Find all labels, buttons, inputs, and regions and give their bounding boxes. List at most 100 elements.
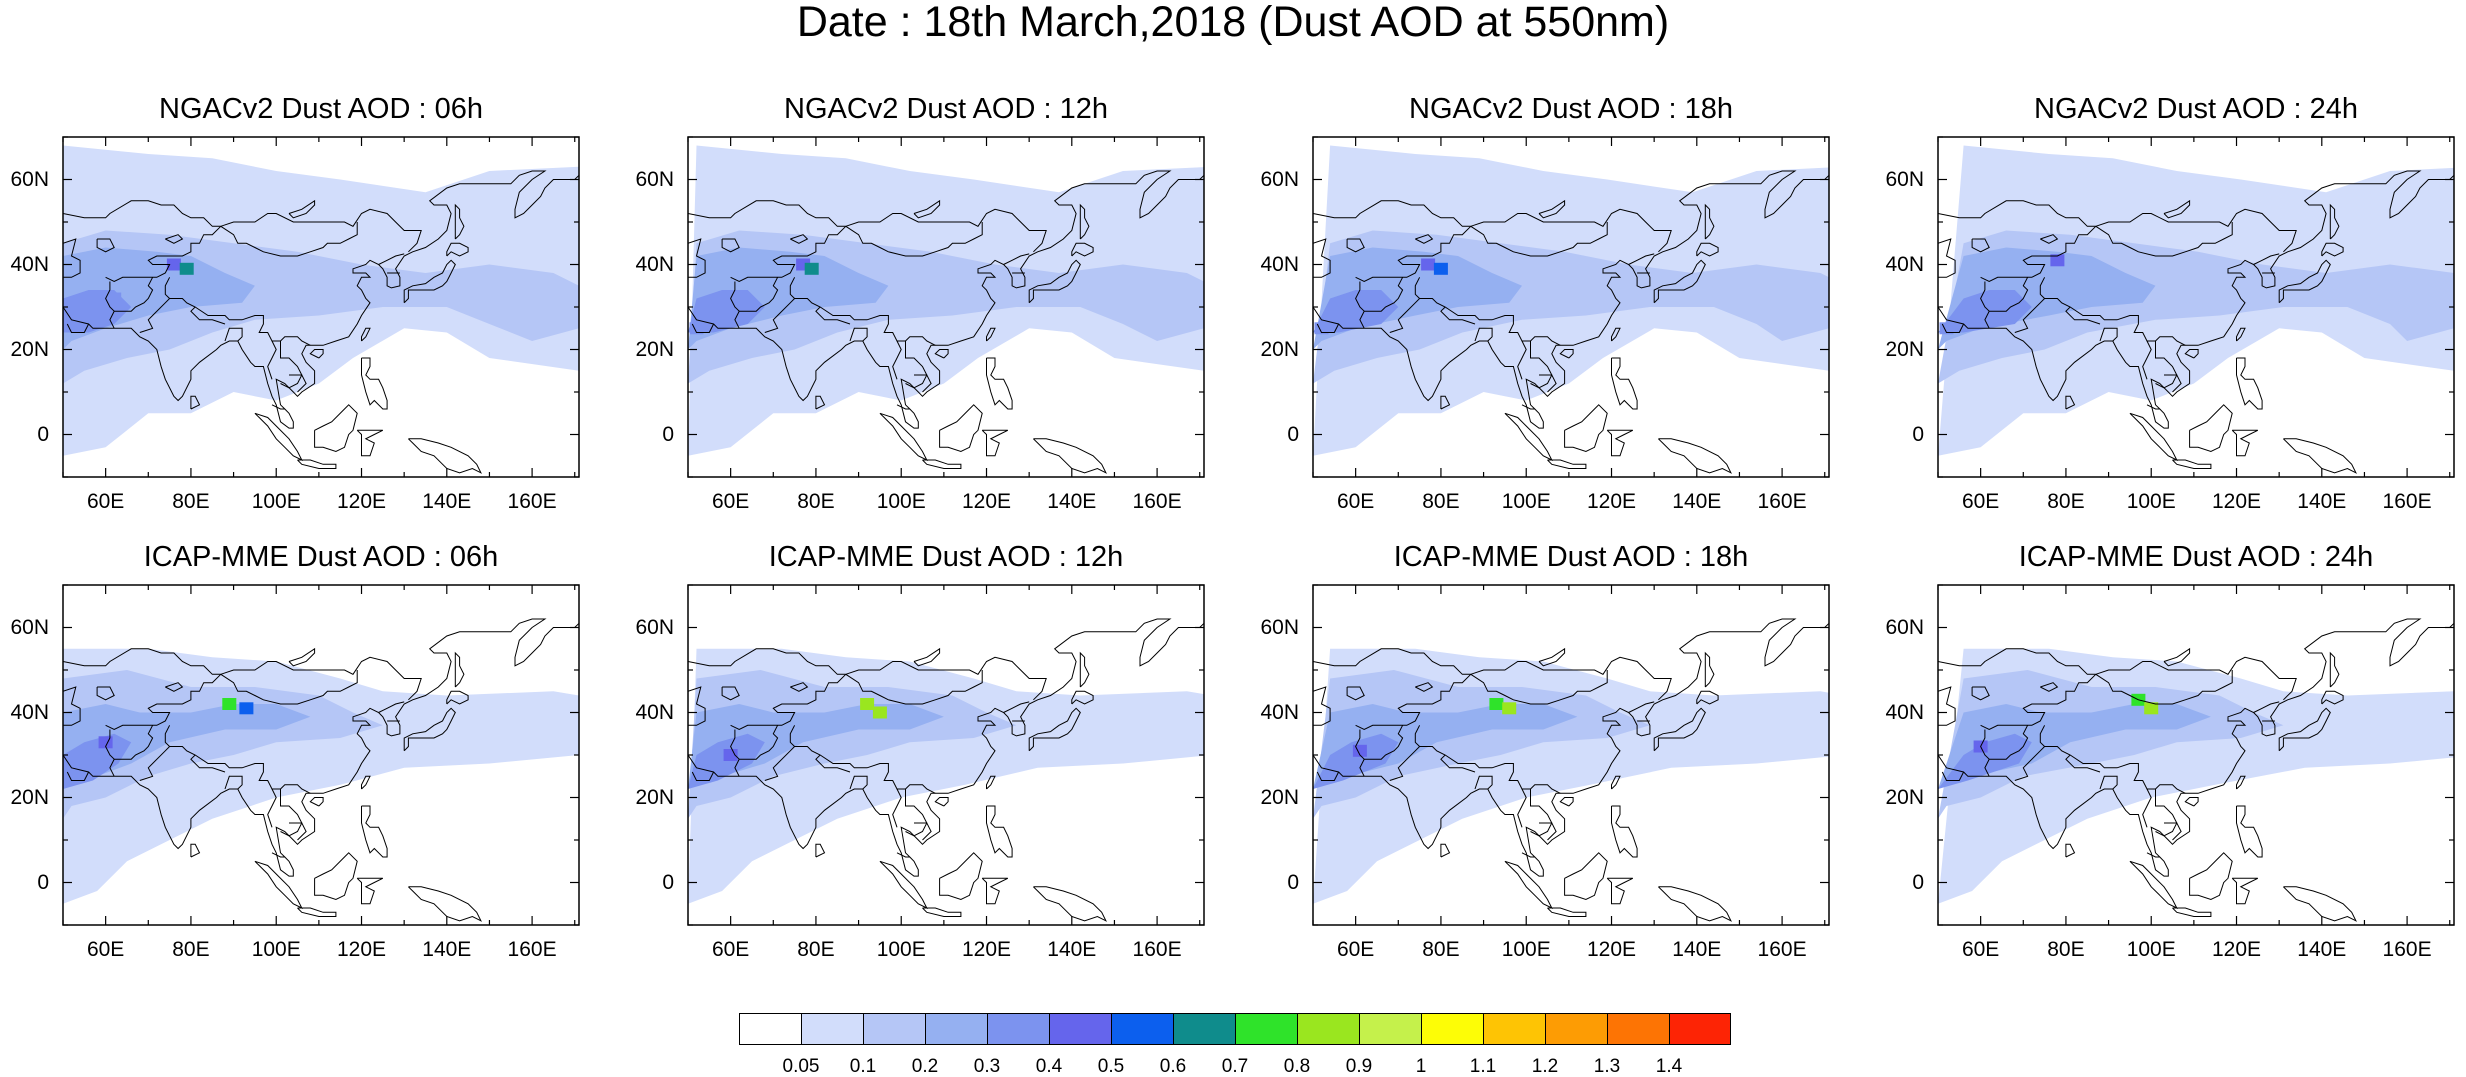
coastline [309, 349, 324, 359]
coastline [356, 429, 384, 457]
coastline [688, 200, 1047, 253]
dust-field [63, 670, 383, 819]
coastline [280, 341, 303, 389]
coastline [403, 259, 456, 304]
coastline [1521, 404, 1535, 410]
coastline [66, 323, 90, 333]
coastline [2146, 404, 2160, 410]
coastline [224, 327, 243, 342]
lon-tick-label: 80E [1422, 938, 1460, 961]
coastline [2155, 341, 2178, 389]
aod-hotspot [872, 706, 887, 719]
lon-tick-label: 100E [251, 490, 301, 513]
colorbar-swatch [863, 1013, 925, 1045]
coastline [2099, 327, 2118, 342]
panel-title: NGACv2 Dust AOD : 06h [159, 93, 483, 125]
coastline [1355, 225, 1472, 283]
coastline [922, 459, 962, 469]
coastline [1313, 170, 1829, 429]
coastline [790, 234, 809, 244]
coastline [913, 647, 941, 667]
colorbar-swatch [801, 1013, 863, 1045]
coastline [1474, 775, 1493, 790]
coastline [939, 404, 983, 453]
coastline [986, 775, 996, 790]
lat-tick-label: 0 [662, 422, 674, 446]
colorbar-label: 1.2 [1531, 1056, 1559, 1077]
lon-tick-label: 160E [2382, 490, 2432, 513]
coastline [1440, 754, 1476, 773]
lat-tick-label: 20N [1260, 337, 1299, 361]
coastline [271, 852, 285, 858]
coastline [892, 788, 902, 828]
coastline [1028, 259, 1081, 304]
coastline [896, 852, 910, 858]
coastline [288, 199, 316, 219]
coastline [1653, 259, 1706, 304]
lon-tick-label: 60E [86, 938, 125, 961]
coastline [408, 438, 483, 474]
lon-tick-label: 100E [2126, 938, 2176, 961]
coastline [1606, 877, 1634, 905]
coastline [446, 690, 469, 705]
coastline [1389, 277, 1421, 333]
lat-tick-label: 0 [1287, 422, 1299, 446]
coastline [2163, 647, 2191, 667]
coastline [2278, 707, 2331, 752]
colorbar-label: 0.7 [1221, 1056, 1249, 1077]
coastline [96, 686, 115, 701]
lon-tick-label: 80E [2047, 938, 2085, 961]
coastline [1971, 686, 1990, 701]
coastline [1355, 281, 1365, 329]
coastline [1504, 860, 1553, 910]
colorbar-label: 0.4 [1035, 1056, 1063, 1077]
coastline [220, 670, 358, 705]
coastline [879, 412, 928, 462]
coastline [2099, 775, 2118, 790]
coastline [378, 253, 405, 265]
lat-tick-label: 60N [10, 615, 49, 639]
coastline [1530, 341, 1553, 389]
lon-tick-label: 120E [961, 938, 1012, 961]
coastline [2253, 253, 2280, 265]
coastline [289, 374, 307, 393]
coastline [1355, 673, 1472, 731]
coastline [1474, 327, 1493, 342]
coastline [2236, 805, 2263, 858]
coastline [922, 907, 962, 917]
lat-tick-label: 0 [1912, 422, 1924, 446]
lat-tick-label: 20N [1885, 785, 1924, 809]
coastline [1938, 618, 2454, 877]
map-panel [1312, 136, 1830, 478]
coastline [267, 788, 277, 828]
coastline [2163, 199, 2191, 219]
coastline [845, 670, 983, 705]
lon-tick-label: 100E [2126, 490, 2176, 513]
coastline [63, 238, 81, 278]
coastline [356, 877, 384, 905]
aod-hotspot [1489, 698, 1504, 710]
lon-tick-label: 80E [797, 490, 835, 513]
coastline [1364, 277, 1404, 312]
coastline [794, 298, 936, 346]
dust-field [1313, 290, 1399, 333]
colorbar-label: 0.3 [973, 1056, 1001, 1077]
coastline [2184, 797, 2199, 807]
panel-title: ICAP-MME Dust AOD : 18h [1393, 541, 1749, 573]
coastline [849, 327, 868, 342]
coastline [2283, 438, 2358, 474]
coastline [2129, 860, 2178, 910]
coastline [2283, 886, 2358, 922]
colorbar-swatch [1049, 1013, 1111, 1045]
lon-tick-label: 120E [961, 490, 1012, 513]
coastline [2329, 203, 2340, 240]
coastline [1440, 395, 1451, 410]
lon-tick-label: 60E [1336, 938, 1375, 961]
coastline [2129, 412, 2178, 462]
map-panel [1937, 136, 2455, 478]
coastline [63, 200, 422, 253]
coastline [1980, 225, 2097, 283]
coastline [2189, 852, 2233, 901]
coastline [267, 340, 277, 380]
coastline [139, 725, 171, 781]
